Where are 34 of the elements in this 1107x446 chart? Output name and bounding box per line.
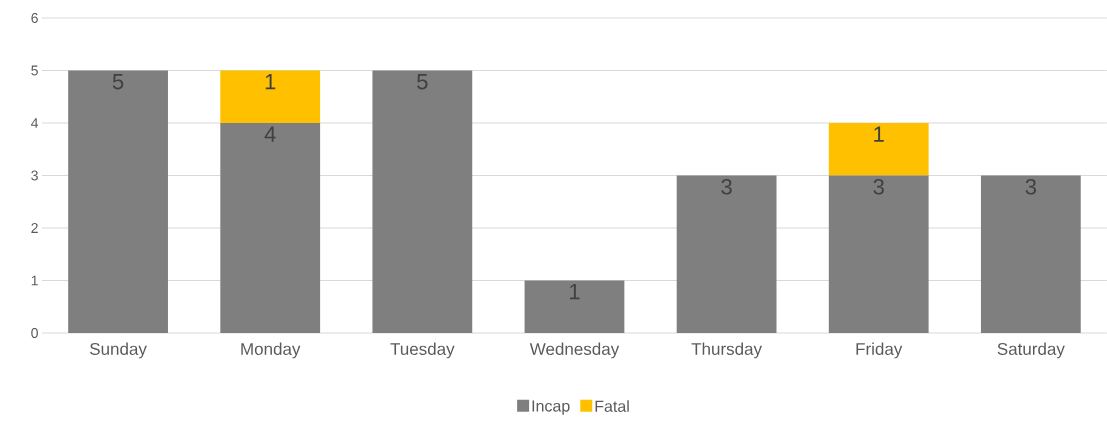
legend-label: Fatal <box>595 400 629 412</box>
y-tick-label: 3 <box>31 170 38 181</box>
data-label: 4 <box>264 126 276 142</box>
x-tick-label: Thursday <box>691 342 762 359</box>
x-tick-label: Sunday <box>90 342 147 359</box>
bar <box>68 70 168 333</box>
data-label: 5 <box>112 74 124 90</box>
x-tick-label: Tuesday <box>390 342 455 359</box>
bar <box>828 122 929 176</box>
data-label: 3 <box>1025 179 1037 195</box>
y-tick-label: 2 <box>31 223 38 233</box>
x-tick-label: Saturday <box>997 342 1065 359</box>
data-label: 1 <box>570 284 580 300</box>
bar <box>524 280 625 333</box>
x-tick-label: Friday <box>856 342 903 359</box>
y-tick-label: 4 <box>31 118 39 128</box>
data-label: 1 <box>874 126 884 142</box>
x-tick-label: Monday <box>241 342 301 359</box>
y-tick-label: 0 <box>31 328 38 338</box>
data-label: 1 <box>265 74 276 90</box>
bar <box>980 175 1081 333</box>
bar <box>828 175 929 333</box>
bar <box>676 175 777 333</box>
bar <box>220 122 321 333</box>
data-label: 3 <box>873 179 884 195</box>
y-tick-label: 5 <box>31 65 38 76</box>
bar <box>220 70 321 123</box>
data-label: 3 <box>721 179 732 195</box>
legend-label: Incap <box>532 400 570 415</box>
x-tick-label: Wednesday <box>529 342 620 359</box>
y-tick-label: 6 <box>31 13 38 23</box>
bar <box>372 70 473 333</box>
data-label: 5 <box>417 74 428 90</box>
y-tick-label: 1 <box>31 275 38 286</box>
